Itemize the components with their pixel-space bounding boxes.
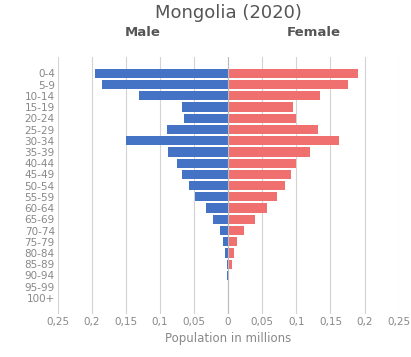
- Bar: [195, 192, 228, 201]
- Bar: [95, 69, 228, 78]
- Bar: [228, 147, 310, 157]
- Bar: [102, 80, 228, 89]
- Bar: [225, 248, 228, 258]
- X-axis label: Population in millions: Population in millions: [165, 332, 291, 346]
- Bar: [228, 69, 358, 78]
- Bar: [228, 282, 229, 291]
- Bar: [139, 91, 228, 100]
- Bar: [182, 102, 228, 112]
- Bar: [228, 215, 255, 224]
- Bar: [228, 159, 296, 168]
- Bar: [228, 293, 229, 302]
- Bar: [206, 203, 228, 213]
- Bar: [228, 192, 277, 201]
- Bar: [167, 125, 228, 134]
- Bar: [228, 203, 267, 213]
- Bar: [228, 181, 285, 190]
- Title: Mongolia (2020): Mongolia (2020): [155, 4, 302, 22]
- Bar: [228, 102, 293, 112]
- Bar: [228, 114, 296, 123]
- Bar: [126, 136, 228, 145]
- Bar: [228, 170, 291, 179]
- Bar: [177, 159, 228, 168]
- Text: Female: Female: [286, 26, 340, 39]
- Bar: [228, 91, 320, 100]
- Bar: [228, 226, 244, 235]
- Bar: [228, 271, 229, 280]
- Bar: [220, 226, 228, 235]
- Bar: [228, 136, 339, 145]
- Bar: [182, 170, 228, 179]
- Bar: [168, 147, 228, 157]
- Bar: [228, 125, 318, 134]
- Bar: [184, 114, 228, 123]
- Bar: [189, 181, 228, 190]
- Bar: [228, 248, 233, 258]
- Bar: [227, 260, 228, 269]
- Bar: [228, 237, 237, 246]
- Bar: [213, 215, 228, 224]
- Bar: [223, 237, 228, 246]
- Bar: [227, 271, 228, 280]
- Text: Male: Male: [125, 26, 161, 39]
- Bar: [228, 80, 347, 89]
- Bar: [228, 260, 231, 269]
